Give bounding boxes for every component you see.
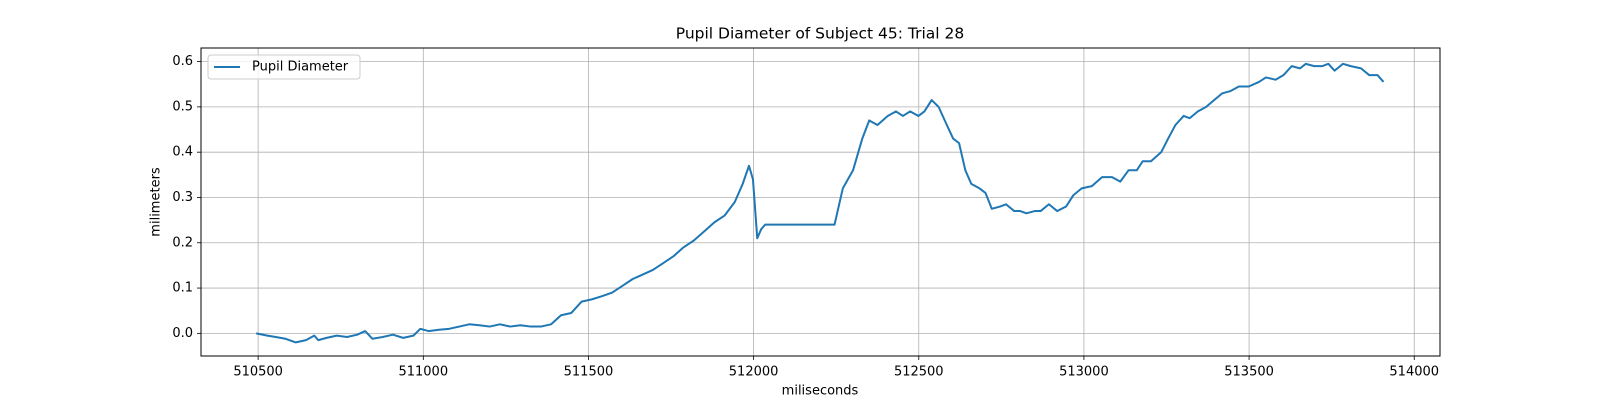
x-tick-label: 512500 (894, 365, 944, 380)
x-tick-label: 514000 (1389, 365, 1439, 380)
legend-label: Pupil Diameter (252, 60, 349, 75)
x-tick-label: 511500 (564, 365, 614, 380)
x-tick-label: 513500 (1224, 365, 1274, 380)
y-tick-label: 0.3 (172, 190, 193, 205)
x-tick-label: 512000 (729, 365, 779, 380)
y-tick-label: 0.1 (172, 281, 193, 296)
x-tick-label: 513000 (1059, 365, 1109, 380)
y-tick-label: 0.2 (172, 235, 193, 250)
x-tick-label: 511000 (398, 365, 448, 380)
y-tick-label: 0.6 (172, 54, 193, 69)
data-line (255, 62, 1385, 344)
x-tick-label: 510500 (233, 365, 283, 380)
legend-box (207, 54, 361, 80)
y-axis-label: milimeters (149, 167, 164, 237)
y-tick-label: 0.0 (172, 326, 193, 341)
plot-frame (200, 47, 1441, 357)
x-axis-label: miliseconds (782, 384, 859, 399)
y-tick-label: 0.4 (172, 145, 193, 160)
chart-title: Pupil Diameter of Subject 45: Trial 28 (676, 25, 965, 43)
y-tick-label: 0.5 (172, 99, 193, 114)
